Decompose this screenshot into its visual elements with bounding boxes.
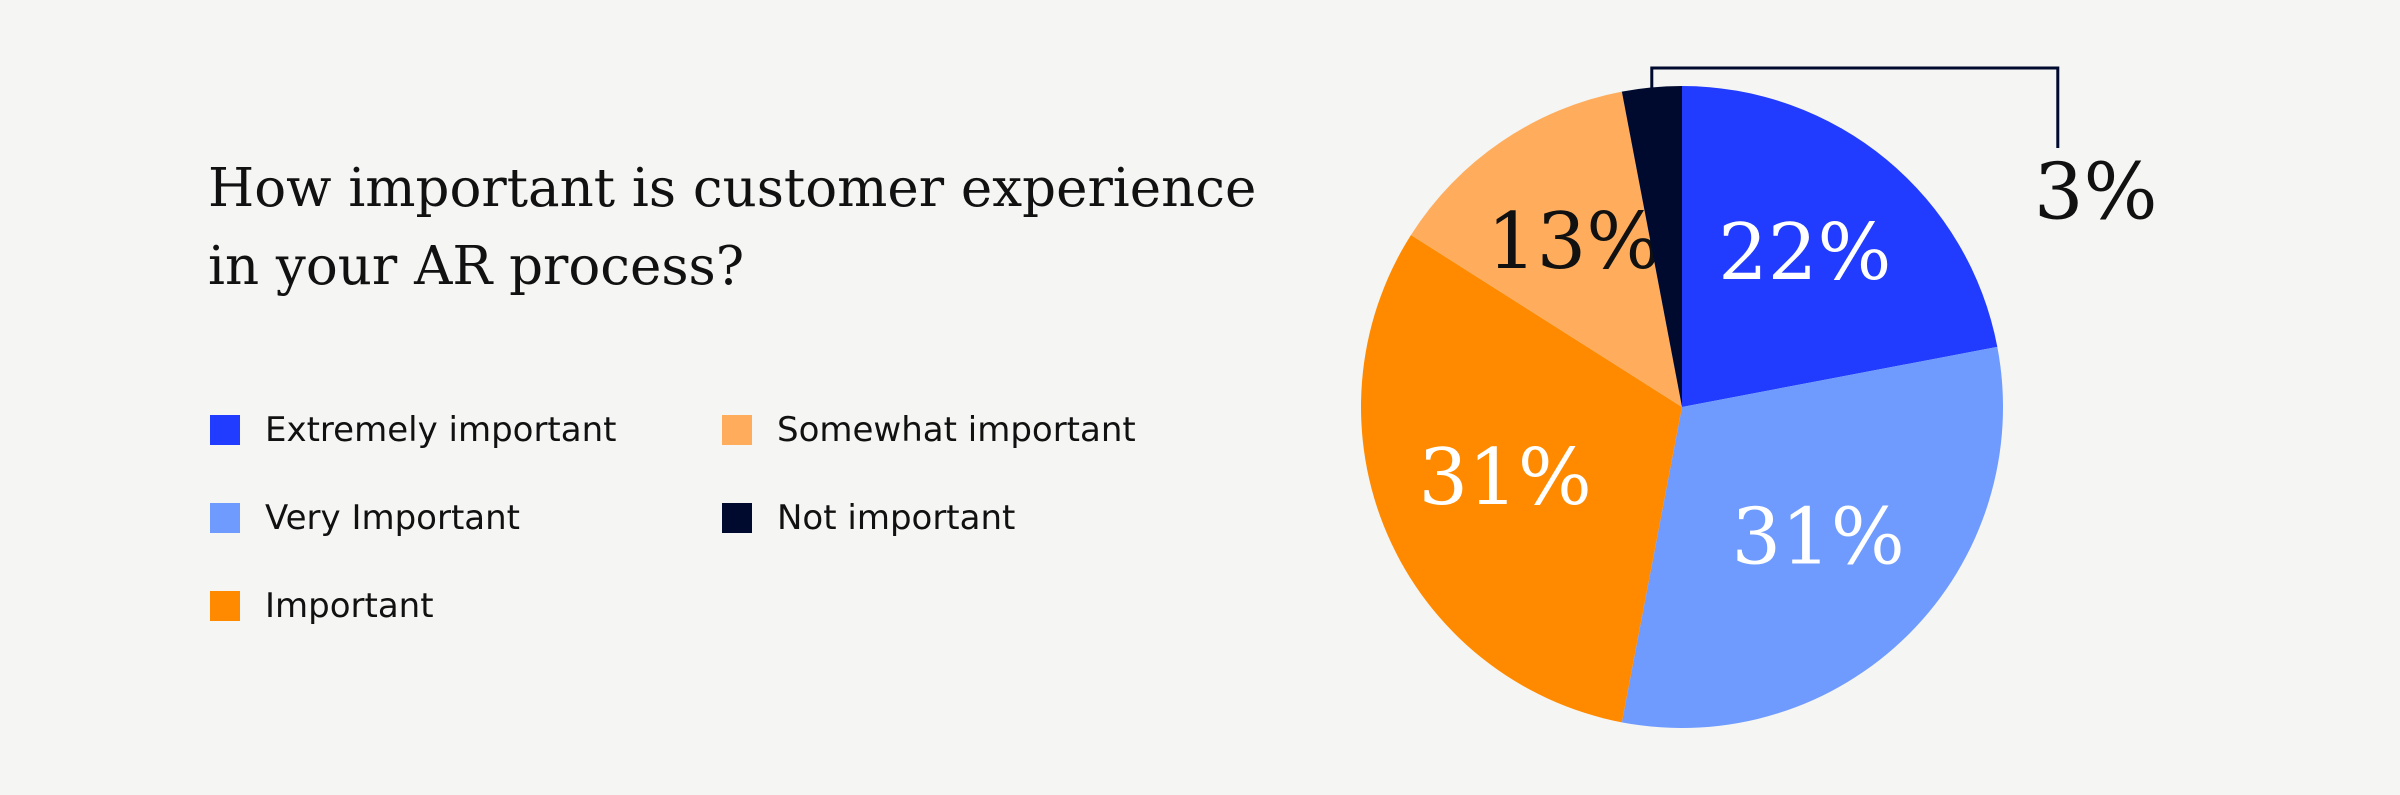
pie-slice <box>1682 86 1998 407</box>
data-label: 22% <box>1718 208 1891 298</box>
legend-label: Important <box>265 586 434 626</box>
legend-item: Extremely important <box>210 408 722 452</box>
legend-item: Important <box>210 584 722 628</box>
leader-line <box>1650 66 2060 148</box>
legend-label: Somewhat important <box>777 410 1136 450</box>
legend-swatch <box>210 415 240 445</box>
data-label: 13% <box>1487 197 1660 287</box>
data-label: 31% <box>1419 433 1592 523</box>
legend-label: Very Important <box>265 498 520 538</box>
pie-slice <box>1621 86 1682 407</box>
legend-label: Not important <box>777 498 1016 538</box>
legend-swatch <box>722 503 752 533</box>
legend-swatch <box>210 503 240 533</box>
legend-item: Somewhat important <box>722 408 1234 452</box>
pie-slice <box>1621 346 2003 728</box>
legend-label: Extremely important <box>265 410 617 450</box>
legend-swatch <box>722 415 752 445</box>
legend-item: Not important <box>722 496 1234 540</box>
data-label: 3% <box>2034 148 2158 238</box>
legend: Extremely important Very Important Importa… <box>210 408 1234 672</box>
data-label: 31% <box>1732 493 1905 583</box>
legend-swatch <box>210 591 240 621</box>
legend-item: Very Important <box>210 496 722 540</box>
chart-title: How important is customer experience in … <box>208 158 1257 297</box>
pie-slice <box>1361 234 1682 723</box>
pie-slice <box>1410 91 1682 407</box>
